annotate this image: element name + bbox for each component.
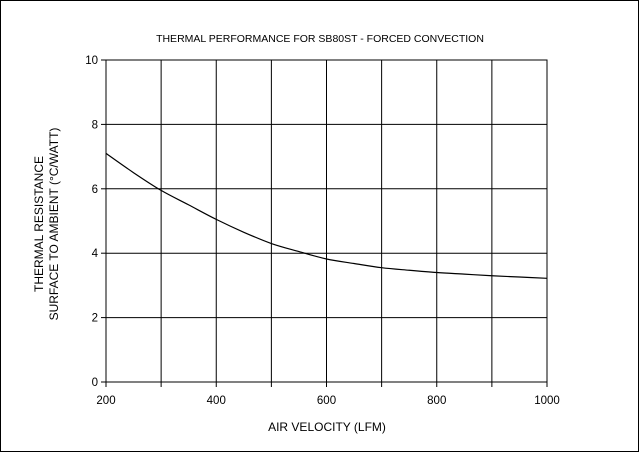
y-tick-labels: 0 2 4 6 8 10 — [85, 55, 98, 389]
y-axis-label-line-2: SURFACE TO AMBIENT (°C/WATT) — [47, 128, 61, 321]
series-line-0 — [105, 152, 548, 279]
y-axis-label-line-1: THERMAL RESISTANCE — [32, 156, 46, 292]
x-tick-label: 1000 — [534, 395, 560, 407]
x-tick-label: 200 — [96, 395, 115, 407]
y-tick-label: 4 — [92, 248, 99, 260]
x-tick-label: 800 — [427, 395, 446, 407]
y-tick-label: 6 — [92, 184, 98, 196]
y-tick-label: 8 — [92, 119, 98, 131]
series-group — [105, 152, 548, 279]
y-tick-label: 0 — [92, 377, 98, 389]
x-tick-label: 600 — [317, 395, 336, 407]
axes — [101, 59, 548, 387]
y-tick-label: 2 — [92, 313, 98, 325]
chart-title: THERMAL PERFORMANCE FOR SB80ST - FORCED … — [156, 33, 484, 45]
y-axis-label: THERMAL RESISTANCE SURFACE TO AMBIENT (°… — [32, 128, 61, 321]
y-tick-label: 10 — [85, 55, 98, 67]
x-tick-label: 400 — [207, 395, 226, 407]
x-axis-label: AIR VELOCITY (LFM) — [268, 420, 386, 434]
x-tick-labels: 200 400 600 800 1000 — [96, 395, 559, 407]
